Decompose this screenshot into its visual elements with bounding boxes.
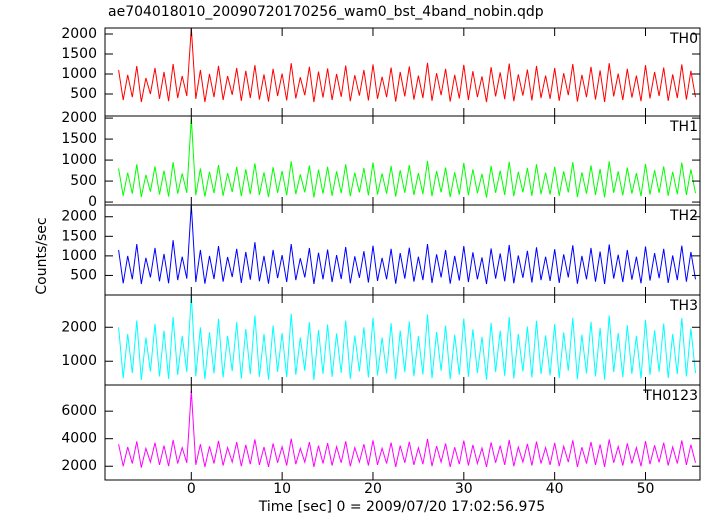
y-tick-label: 1500 bbox=[61, 131, 97, 147]
data-line bbox=[118, 294, 696, 380]
data-line bbox=[118, 27, 696, 103]
panel-label: TH3 bbox=[669, 298, 698, 314]
y-tick-label: 0 bbox=[88, 194, 97, 210]
data-line bbox=[118, 204, 696, 285]
y-tick-label: 500 bbox=[70, 267, 97, 283]
data-line bbox=[118, 118, 696, 198]
y-tick-label: 2000 bbox=[61, 458, 97, 474]
panel-label: TH0 bbox=[669, 31, 698, 47]
y-tick-label: 4000 bbox=[61, 431, 97, 447]
y-tick-label: 1000 bbox=[61, 248, 97, 264]
y-tick-label: 1000 bbox=[61, 353, 97, 369]
x-tick-label: 10 bbox=[273, 481, 291, 497]
y-tick-label: 500 bbox=[70, 173, 97, 189]
panel-label: TH2 bbox=[669, 208, 698, 224]
y-tick-label: 2000 bbox=[61, 26, 97, 42]
y-axis-label: Counts/sec bbox=[34, 217, 50, 294]
panel-label: TH0123 bbox=[642, 388, 698, 404]
chart-title: ae704018010_20090720170256_wam0_bst_4ban… bbox=[108, 4, 544, 20]
x-axis-label: Time [sec] 0 = 2009/07/20 17:02:56.975 bbox=[258, 499, 545, 515]
x-tick-label: 30 bbox=[455, 481, 473, 497]
y-tick-label: 1500 bbox=[61, 228, 97, 244]
y-tick-label: 1000 bbox=[61, 152, 97, 168]
y-tick-label: 6000 bbox=[61, 403, 97, 419]
x-tick-label: 50 bbox=[637, 481, 655, 497]
y-tick-label: 2000 bbox=[61, 209, 97, 225]
y-tick-label: 2000 bbox=[61, 319, 97, 335]
data-line bbox=[118, 390, 696, 468]
panel-label: TH1 bbox=[669, 119, 698, 135]
y-tick-label: 1500 bbox=[61, 46, 97, 62]
x-tick-label: 20 bbox=[364, 481, 382, 497]
panel-frame bbox=[104, 384, 701, 481]
y-tick-label: 1000 bbox=[61, 66, 97, 82]
x-tick-label: 40 bbox=[546, 481, 564, 497]
y-tick-label: 500 bbox=[70, 86, 97, 102]
y-tick-label: 2000 bbox=[61, 110, 97, 126]
x-tick-label: 0 bbox=[187, 481, 196, 497]
